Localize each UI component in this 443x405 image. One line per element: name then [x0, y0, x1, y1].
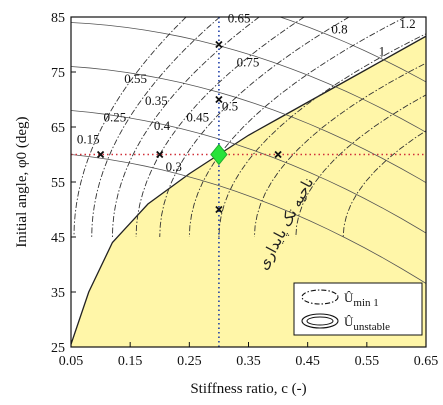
legend-label: Ûmin 1: [344, 290, 379, 309]
legend-label-sub: unstable: [353, 321, 390, 333]
contour-line-u-min: [111, 17, 260, 238]
sample-point: [215, 40, 223, 49]
contour-line-unstable: [278, 17, 426, 83]
x-tick-label: 0.15: [118, 354, 143, 369]
contour-label: 0.5: [222, 99, 238, 114]
contour-line-u-min: [91, 17, 221, 238]
sample-point: [274, 150, 282, 159]
contour-line-unstable: [71, 154, 426, 284]
contour-label: 0.4: [154, 118, 171, 133]
y-axis-title: Initial angle, φ0 (deg): [14, 116, 30, 247]
contour-line-u-min: [295, 94, 426, 238]
contour-line-u-min: [342, 130, 426, 238]
sample-point: [215, 95, 223, 104]
contour-label: 0.75: [237, 55, 260, 70]
contour-line-unstable: [71, 66, 426, 184]
legend-swatch: [301, 313, 339, 329]
x-tick-label: 0.35: [236, 354, 261, 369]
contour-line-u-min: [159, 17, 350, 238]
contour-label: 0.15: [77, 132, 100, 147]
legend-swatch: [301, 289, 339, 305]
x-tick-label: 0.65: [414, 354, 439, 369]
legend-label-main: Û: [344, 314, 354, 329]
y-tick-label: 75: [51, 66, 65, 81]
contour-label: 0.65: [228, 11, 251, 26]
x-tick-label: 0.25: [177, 354, 202, 369]
contour-label: 0.35: [145, 93, 168, 108]
sample-point: [156, 150, 164, 159]
y-tick-label: 35: [51, 286, 65, 301]
sample-point: [96, 150, 105, 159]
contour-line-unstable: [71, 110, 426, 234]
contour-label: 0.3: [166, 159, 182, 174]
x-tick-label: 0.45: [295, 354, 320, 369]
contour-line-u-min: [135, 17, 305, 238]
x-tick-label: 0.55: [355, 354, 380, 369]
contour-label: 0.8: [331, 22, 347, 37]
stable-region: [71, 36, 426, 347]
x-tick-label: 0.05: [59, 354, 84, 369]
highlight-point: [210, 143, 228, 166]
legend-swatch-inner: [306, 316, 334, 326]
stable-region-boundary: [71, 35, 426, 345]
y-tick-label: 55: [51, 176, 65, 191]
contour-line-u-min: [253, 62, 426, 238]
contour-label: 1.2: [399, 16, 415, 31]
legend-label-main: Û: [344, 290, 354, 305]
contour-line-u-min: [218, 33, 426, 238]
y-tick-label: 25: [51, 341, 65, 356]
y-tick-label: 85: [51, 11, 65, 26]
contour-line-u-min: [188, 17, 406, 238]
legend-label: Ûunstable: [344, 314, 390, 333]
contour-label: 0.55: [124, 71, 147, 86]
y-tick-label: 45: [51, 231, 65, 246]
sample-point: [215, 205, 223, 214]
contour-label: 0.25: [104, 110, 127, 125]
y-tick-label: 65: [51, 121, 65, 136]
x-axis-title: Stiffness ratio, c (-): [190, 381, 306, 397]
contour-label: 1: [379, 44, 386, 59]
legend-box: [293, 282, 423, 336]
legend-label-sub: min 1: [353, 297, 378, 309]
contour-label: 0.45: [186, 110, 209, 125]
contour-line-unstable: [71, 22, 426, 133]
contour-line-u-min: [73, 17, 187, 238]
